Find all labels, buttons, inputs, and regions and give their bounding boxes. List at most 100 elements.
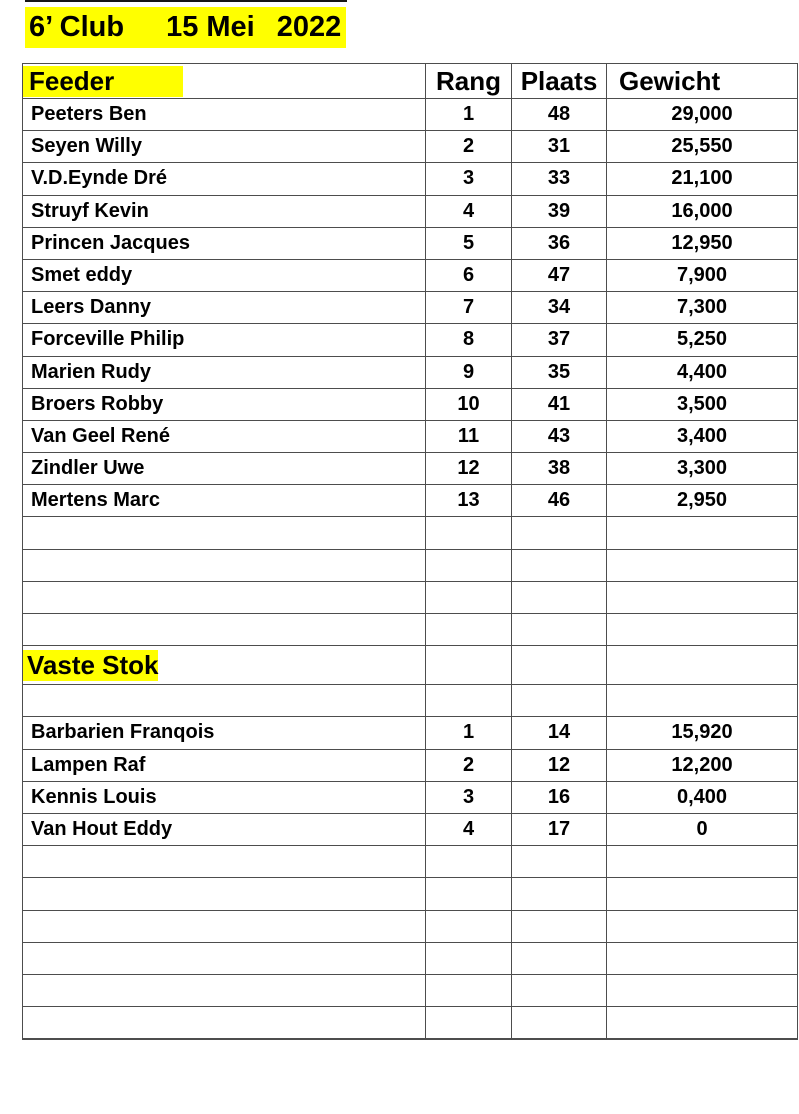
name-cell: Van Hout Eddy <box>22 812 426 847</box>
plaats-cell <box>511 516 607 550</box>
gewicht-cell: 12,950 <box>606 226 798 260</box>
name-cell <box>22 909 426 943</box>
plaats-cell: 16 <box>511 780 607 814</box>
name-cell <box>22 516 426 550</box>
table-row: Van Hout Eddy 4 17 0 <box>22 812 798 847</box>
name-cell: Mertens Marc <box>22 484 426 518</box>
rang-cell: 4 <box>425 194 512 228</box>
name-cell: V.D.Eynde Dré <box>22 162 426 196</box>
plaats-cell: 48 <box>511 97 607 132</box>
table-row: Broers Robby 10 41 3,500 <box>22 387 798 421</box>
table-row: Struyf Kevin 4 39 16,000 <box>22 194 798 228</box>
name-cell <box>22 548 426 582</box>
name-cell <box>22 973 426 1008</box>
gewicht-cell: 0,400 <box>606 780 798 814</box>
rang-cell <box>425 845 512 879</box>
column-header-rang: Rang <box>425 63 512 99</box>
feeder-header-cell: Feeder <box>22 63 426 99</box>
plaats-cell: 46 <box>511 484 607 518</box>
empty-row <box>22 941 798 975</box>
name-cell <box>22 877 426 911</box>
rang-cell: 2 <box>425 748 512 782</box>
table-row: Marien Rudy 9 35 4,400 <box>22 355 798 389</box>
name-cell: Princen Jacques <box>22 226 426 260</box>
rang-cell <box>425 516 512 550</box>
table-row: Smet eddy 6 47 7,900 <box>22 258 798 293</box>
plaats-cell <box>511 845 607 879</box>
empty-row <box>22 516 798 550</box>
gewicht-cell: 3,400 <box>606 419 798 454</box>
name-cell: Zindler Uwe <box>22 452 426 486</box>
rang-cell <box>425 1006 512 1040</box>
gewicht-cell <box>606 684 798 718</box>
name-cell: Smet eddy <box>22 258 426 293</box>
table-row: Peeters Ben 1 48 29,000 <box>22 97 798 132</box>
name-cell: Forceville Philip <box>22 323 426 357</box>
gewicht-cell <box>606 612 798 647</box>
gewicht-cell: 0 <box>606 812 798 847</box>
page-title: 6’ Club 15 Mei 2022 <box>25 7 346 48</box>
gewicht-cell <box>606 1006 798 1040</box>
rang-cell: 1 <box>425 97 512 132</box>
plaats-cell <box>511 548 607 582</box>
plaats-cell: 38 <box>511 452 607 486</box>
plaats-cell <box>511 645 607 686</box>
rang-cell: 6 <box>425 258 512 293</box>
plaats-cell: 33 <box>511 162 607 196</box>
rang-cell: 7 <box>425 291 512 325</box>
rang-cell: 13 <box>425 484 512 518</box>
gewicht-cell: 29,000 <box>606 97 798 132</box>
plaats-cell: 31 <box>511 130 607 164</box>
gewicht-cell <box>606 580 798 615</box>
name-cell: Van Geel René <box>22 419 426 454</box>
name-cell <box>22 941 426 975</box>
plaats-cell <box>511 580 607 615</box>
plaats-cell: 41 <box>511 387 607 421</box>
rang-cell: 8 <box>425 323 512 357</box>
header-row: Feeder Rang Plaats Gewicht <box>22 63 798 99</box>
gewicht-cell <box>606 548 798 582</box>
name-cell <box>22 845 426 879</box>
name-cell: Peeters Ben <box>22 97 426 132</box>
name-cell: Lampen Raf <box>22 748 426 782</box>
plaats-cell: 47 <box>511 258 607 293</box>
rang-cell: 2 <box>425 130 512 164</box>
rang-cell <box>425 941 512 975</box>
plaats-cell <box>511 877 607 911</box>
gewicht-cell <box>606 909 798 943</box>
empty-row <box>22 684 798 718</box>
empty-row <box>22 612 798 647</box>
table-row: Barbarien Franqois 1 14 15,920 <box>22 716 798 750</box>
rang-cell: 12 <box>425 452 512 486</box>
rang-cell <box>425 877 512 911</box>
rang-cell: 3 <box>425 780 512 814</box>
gewicht-cell: 16,000 <box>606 194 798 228</box>
rang-cell <box>425 548 512 582</box>
empty-row <box>22 973 798 1008</box>
empty-row <box>22 909 798 943</box>
name-cell: Seyen Willy <box>22 130 426 164</box>
table-row: Mertens Marc 13 46 2,950 <box>22 484 798 518</box>
name-cell: Struyf Kevin <box>22 194 426 228</box>
vaste-stok-header-cell: Vaste Stok <box>22 645 426 686</box>
plaats-cell: 43 <box>511 419 607 454</box>
gewicht-cell <box>606 877 798 911</box>
gewicht-cell: 21,100 <box>606 162 798 196</box>
name-cell: Barbarien Franqois <box>22 716 426 750</box>
name-cell: Broers Robby <box>22 387 426 421</box>
feeder-section-label: Feeder <box>23 65 183 97</box>
table-row: Zindler Uwe 12 38 3,300 <box>22 452 798 486</box>
plaats-cell <box>511 1006 607 1040</box>
empty-row <box>22 580 798 615</box>
name-cell: Kennis Louis <box>22 780 426 814</box>
gewicht-cell: 15,920 <box>606 716 798 750</box>
rang-cell <box>425 973 512 1008</box>
empty-row <box>22 877 798 911</box>
gewicht-cell: 7,900 <box>606 258 798 293</box>
gewicht-cell <box>606 941 798 975</box>
gewicht-cell: 4,400 <box>606 355 798 389</box>
rang-cell: 1 <box>425 716 512 750</box>
plaats-cell: 34 <box>511 291 607 325</box>
name-cell: Marien Rudy <box>22 355 426 389</box>
rang-cell: 11 <box>425 419 512 454</box>
